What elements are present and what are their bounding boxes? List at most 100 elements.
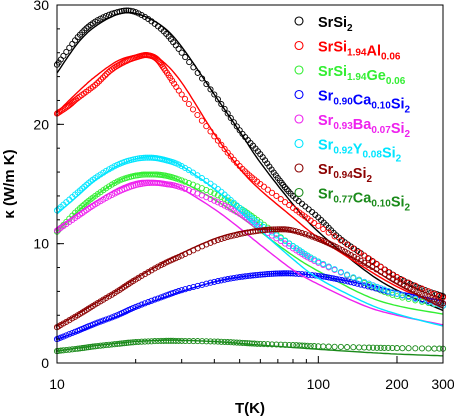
series-3-point [335,276,343,283]
series-6-point [221,234,228,241]
series-7-point [211,338,218,345]
x-tick-label: 300 [431,376,454,392]
series-6-point [407,284,414,291]
series-6-point [416,289,423,296]
series-5-point [356,276,363,283]
series-3-point [66,331,73,338]
series-5-point [385,287,392,295]
series-3-point [63,332,70,339]
series-3-point [199,281,206,288]
series-3-point [138,301,145,308]
series-0-point [138,11,145,19]
series-2-fit-line [56,172,444,315]
series-7-point [311,343,318,350]
series-6-point [295,229,302,236]
series-7 [53,337,447,357]
series-7-point [385,344,392,351]
series-7-point [207,338,214,345]
series-0-point [186,59,193,66]
legend-marker [294,40,304,51]
series-1-point [268,189,276,196]
series-7-point [337,343,344,350]
series-6-point [338,246,345,254]
series-5-point [320,260,327,267]
series-7-point [175,337,182,344]
series-7-point [190,338,197,345]
series-4-point [142,180,149,187]
series-6-point [347,252,354,259]
series-4-point [173,182,180,190]
series-6-point [422,292,429,299]
series-7-point [370,344,377,351]
series-1-point [74,95,81,102]
series-1-point [189,106,197,113]
series-6-point [218,235,225,242]
series-5-point [138,154,145,162]
series-2-point [211,190,218,197]
series-1-point [99,74,107,81]
series-1-point [224,149,231,156]
series-3-point [148,297,155,304]
series-1-point [203,123,210,130]
series-5-point [405,293,412,301]
legend-entry: Sr0.77Ca0.10Si2 [318,187,411,214]
series-6-point [236,231,243,238]
series-7-point [138,338,145,345]
series-0-point [194,69,201,76]
legend-marker [294,163,304,173]
series-5-point [412,295,419,302]
legend-marker [294,114,304,124]
series-5-point [373,283,381,290]
series-4-point [181,185,189,192]
series-7-point [114,340,121,347]
series-0-point [123,7,130,14]
series-3-point [97,318,104,325]
series-2-point [227,199,234,206]
series-6-point [178,252,185,259]
series-3-point [264,271,271,278]
series-6-point [63,318,70,325]
series-7-point [123,339,130,346]
series-1-point [57,108,64,115]
chart-marks [53,7,447,357]
series-2-point [138,171,145,178]
series-3-point [281,270,288,277]
series-7-point [74,345,81,352]
series-3-point [57,334,64,341]
series-3-point [135,302,142,309]
series-7-point [436,345,443,352]
series-2-point [185,180,192,187]
series-6-point [203,241,210,248]
series-6-point [227,233,234,240]
series-5-point [142,154,149,161]
series-4-point [293,247,300,254]
series-3-point [259,271,266,278]
series-1-point [389,271,396,278]
series-0-point [100,14,107,21]
series-1-point [320,225,327,233]
series-7-point [141,338,148,345]
series-1-point [325,229,332,236]
series-1-point [344,241,351,248]
series-4-point [105,193,113,200]
series-7-point [304,342,311,349]
series-0-point [108,10,115,17]
legend-entry: Sr0.90Ca0.10Si2 [318,89,411,116]
series-6-point [172,255,179,262]
series-3-point [227,275,234,282]
series-5-point [393,290,401,297]
y-tick-label: 0 [41,355,49,371]
series-3-point [214,278,221,285]
series-0-point [207,86,214,93]
series-7-point [377,344,384,351]
series-3-point [207,279,214,286]
series-7-point [251,340,258,347]
series-1-point [98,76,105,83]
x-tick-label: 200 [385,376,409,392]
series-1-point [431,290,438,297]
legend-marker [294,187,304,198]
series-7-point [241,339,248,347]
series-4-point [185,187,192,194]
series-7-point [178,337,185,344]
series-4-point [277,237,284,245]
